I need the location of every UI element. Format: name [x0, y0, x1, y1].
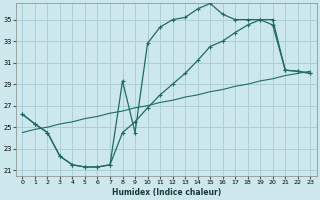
X-axis label: Humidex (Indice chaleur): Humidex (Indice chaleur) — [112, 188, 221, 197]
